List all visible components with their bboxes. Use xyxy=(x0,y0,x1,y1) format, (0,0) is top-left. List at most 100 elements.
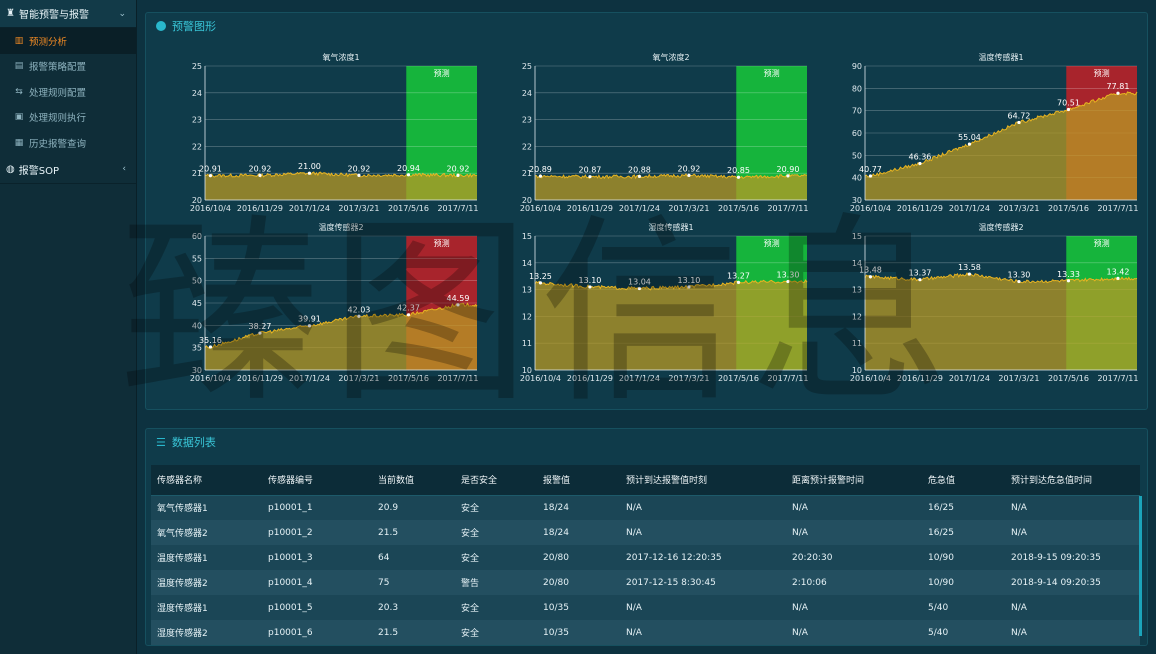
data-label: 20.92 xyxy=(347,164,370,173)
y-tick-label: 60 xyxy=(852,129,862,138)
table-cell: 10/35 xyxy=(537,595,620,620)
table-row[interactable]: 温度传感器2 p10001_4 75 警告 20/80 2017-12-15 8:30:4… xyxy=(151,570,1140,595)
chart-title: 湿度传感器1 xyxy=(648,222,693,232)
table-cell: p10001_4 xyxy=(262,570,372,595)
table-row[interactable]: 氧气传感器2 p10001_2 21.5 安全 18/24 N/A N/A 16/25 N/A xyxy=(151,520,1140,545)
table-cell: 20.3 xyxy=(372,595,455,620)
data-point xyxy=(918,161,922,166)
table-cell: 16/25 xyxy=(922,520,1005,545)
sidebar-group-warning[interactable]: ♜ 智能预警与报警 ⌄ xyxy=(0,0,136,28)
x-tick-label: 2017/1/24 xyxy=(619,374,660,383)
table-cell: N/A xyxy=(1005,620,1140,645)
y-tick-label: 30 xyxy=(192,366,202,375)
data-label: 13.30 xyxy=(1007,271,1030,280)
forecast-label: 预测 xyxy=(434,68,450,78)
chart-svg: 30 35 40 45 50 55 60 2016/10/4 2016/11/29 2017/1/… xyxy=(190,222,479,383)
series-area xyxy=(865,91,1137,200)
data-label: 20.85 xyxy=(727,166,750,175)
table-cell: 2:10:06 xyxy=(786,570,922,595)
sidebar-item-forecast[interactable]: ▥ 预测分析 xyxy=(0,28,136,54)
table-cell: p10001_1 xyxy=(262,495,372,520)
sidebar-item-rule-exec[interactable]: ▣ 处理规则执行 xyxy=(0,105,136,131)
table-cell: 20.9 xyxy=(372,495,455,520)
table-row[interactable]: 氧气传感器1 p10001_1 20.9 安全 18/24 N/A N/A 16/25 N/A xyxy=(151,495,1140,520)
data-label: 13.27 xyxy=(727,271,750,280)
data-label: 55.04 xyxy=(958,133,981,142)
sidebar-group-sop[interactable]: ◍ 报警SOP ‹ xyxy=(0,155,136,184)
table-row[interactable]: 湿度传感器1 p10001_5 20.3 安全 10/35 N/A N/A 5/40 N/A xyxy=(151,595,1140,620)
x-tick-label: 2017/1/24 xyxy=(289,374,330,383)
table-cell: 湿度传感器1 xyxy=(151,595,262,620)
y-tick-label: 11 xyxy=(522,339,532,348)
rule-icon: ⇆ xyxy=(15,86,23,97)
data-label: 42.37 xyxy=(397,304,420,313)
table-cell: N/A xyxy=(620,520,786,545)
data-point xyxy=(538,174,543,178)
chart-title: 氧气浓度1 xyxy=(322,52,359,62)
x-tick-label: 2017/3/21 xyxy=(668,204,709,213)
x-tick-label: 2017/3/21 xyxy=(998,374,1039,383)
table-scrollbar[interactable] xyxy=(1139,496,1142,636)
y-tick-label: 22 xyxy=(192,142,202,151)
y-tick-label: 10 xyxy=(522,366,532,375)
data-point xyxy=(736,175,741,179)
table-row[interactable]: 湿度传感器2 p10001_6 21.5 安全 10/35 N/A N/A 5/40 N/A xyxy=(151,620,1140,645)
chevron-left-icon: ‹ xyxy=(122,164,126,174)
x-tick-label: 2016/11/29 xyxy=(237,204,283,213)
y-tick-label: 13 xyxy=(522,286,532,295)
list-icon: ☰ xyxy=(156,435,166,449)
y-tick-label: 23 xyxy=(192,116,202,125)
table-cell: 5/40 xyxy=(922,595,1005,620)
doc-icon: ▤ xyxy=(14,61,24,72)
y-tick-label: 12 xyxy=(852,312,862,321)
data-point xyxy=(786,279,790,284)
table-panel-title: 数据列表 xyxy=(171,436,216,449)
x-tick-label: 2017/7/11 xyxy=(1097,204,1138,213)
chart-panel-title: 预警图形 xyxy=(172,20,216,33)
sidebar-item-rule-config[interactable]: ⇆ 处理规则配置 xyxy=(0,79,136,105)
table-cell: N/A xyxy=(1005,595,1140,620)
data-point xyxy=(208,345,213,349)
table-cell: N/A xyxy=(786,620,922,645)
data-label: 13.25 xyxy=(529,272,552,281)
series-line xyxy=(864,272,1138,284)
table-cell: N/A xyxy=(620,495,786,520)
series-area xyxy=(535,174,807,200)
table-cell: 18/24 xyxy=(537,495,620,520)
chart-title: 温度传感器2 xyxy=(978,222,1023,232)
table-cell: 75 xyxy=(372,570,455,595)
x-tick-label: 2017/5/16 xyxy=(388,204,429,213)
table-cell: p10001_6 xyxy=(262,620,372,645)
table-row[interactable]: 温度传感器1 p10001_3 64 安全 20/80 2017-12-16 12:20:… xyxy=(151,545,1140,570)
table-cell: p10001_2 xyxy=(262,520,372,545)
chart-icon: ▥ xyxy=(14,35,24,46)
data-label: 64.72 xyxy=(1007,111,1030,120)
y-tick-label: 70 xyxy=(852,107,862,116)
x-tick-label: 2016/11/29 xyxy=(237,374,283,383)
table-cell: 安全 xyxy=(455,520,537,545)
y-tick-label: 50 xyxy=(852,151,862,160)
y-tick-label: 25 xyxy=(522,62,532,71)
table-cell: 温度传感器1 xyxy=(151,545,262,570)
chart-2: 20 21 22 23 24 25 2016/10/4 2016/11/29 2017/1/24… xyxy=(503,50,813,215)
data-point xyxy=(967,272,972,276)
sidebar-item-alarm-policy[interactable]: ▤ 报警策略配置 xyxy=(0,54,136,80)
chart-svg: 30 40 50 60 70 80 90 2016/10/4 2016/11/29 2017/1/… xyxy=(850,52,1139,213)
table-cell: N/A xyxy=(1005,520,1140,545)
data-label: 13.04 xyxy=(628,278,651,287)
table-cell: 18/24 xyxy=(537,520,620,545)
y-tick-label: 14 xyxy=(522,259,532,268)
data-label: 44.59 xyxy=(447,294,470,303)
sidebar-item-history[interactable]: ▦ 历史报警查询 xyxy=(0,130,136,156)
y-tick-label: 23 xyxy=(522,116,532,125)
data-point xyxy=(868,174,873,178)
sidebar-item-label: 处理规则执行 xyxy=(29,113,87,125)
table-cell: N/A xyxy=(620,620,786,645)
y-tick-label: 30 xyxy=(852,196,862,205)
table-cell: 湿度传感器2 xyxy=(151,620,262,645)
y-tick-label: 40 xyxy=(192,321,202,330)
y-tick-label: 20 xyxy=(522,196,532,205)
y-tick-label: 45 xyxy=(192,299,202,308)
chart-6: 10 11 12 13 14 15 2016/10/4 2016/11/29 2017/1/24… xyxy=(833,220,1143,385)
y-tick-label: 25 xyxy=(192,62,202,71)
